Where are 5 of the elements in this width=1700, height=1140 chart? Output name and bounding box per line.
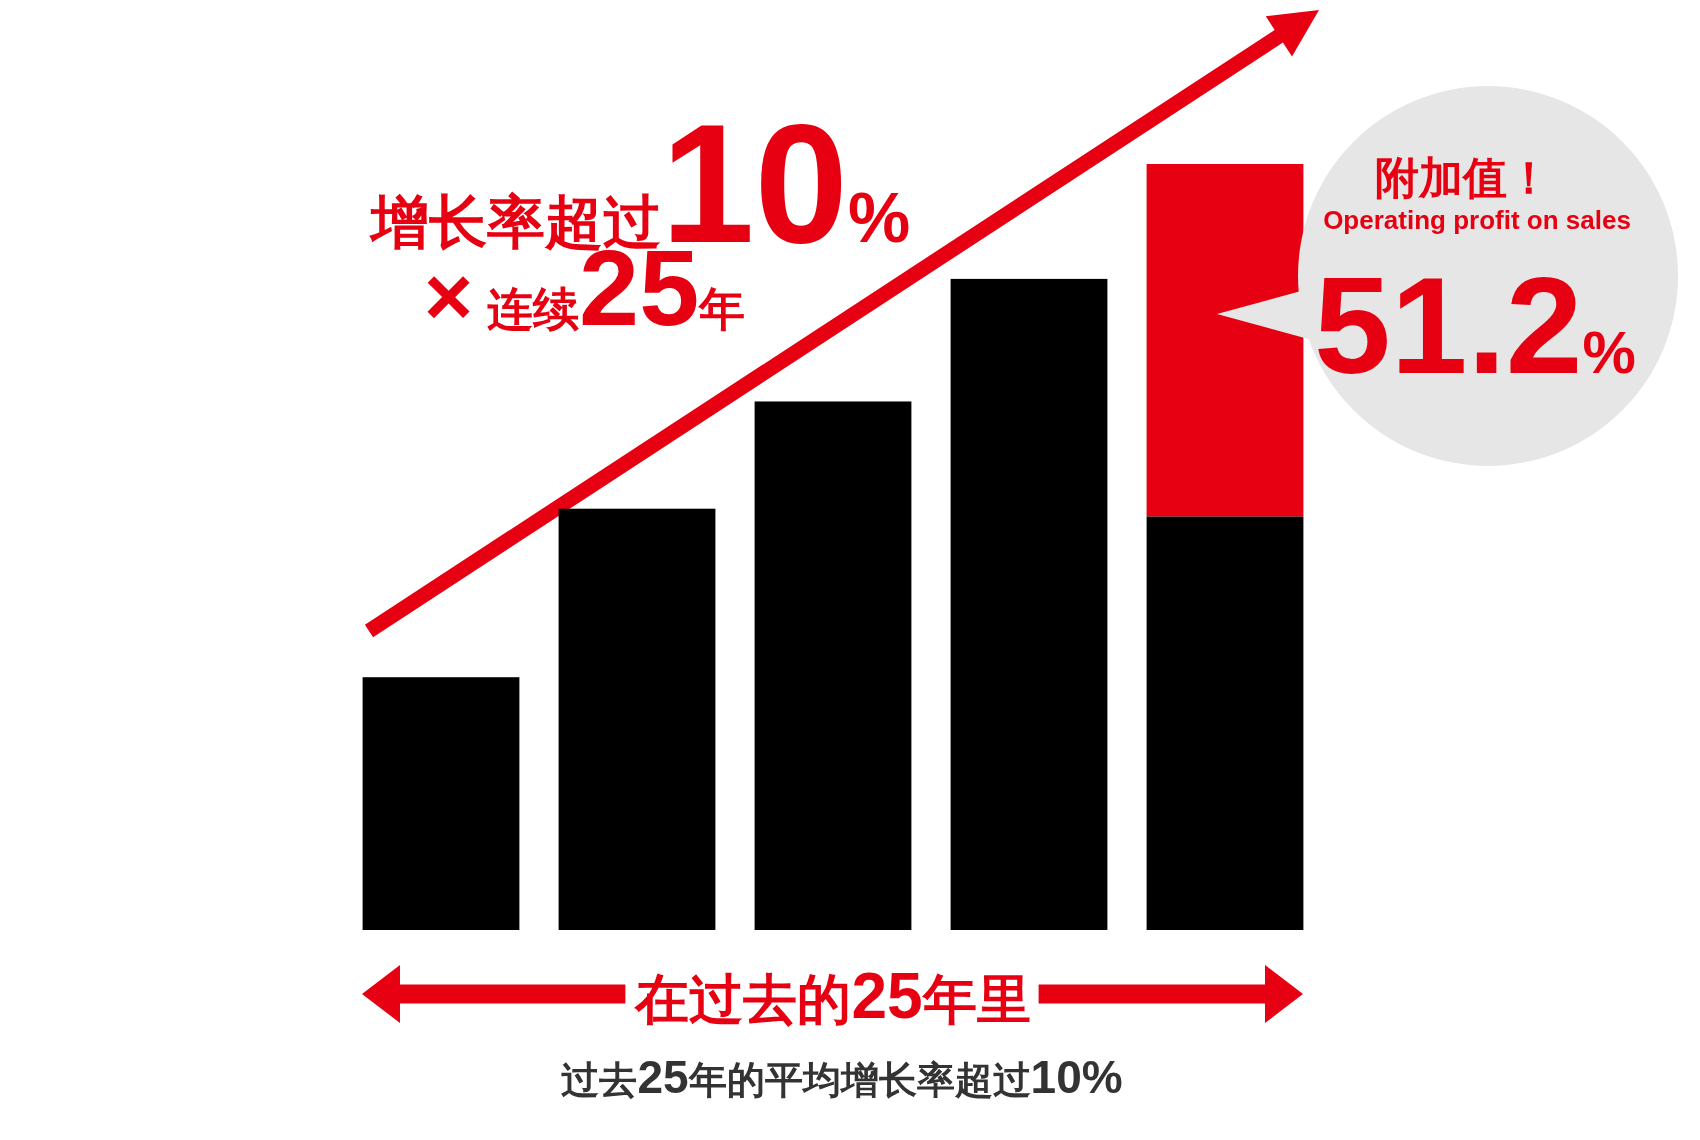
annotation: Operating profit on sales — [1323, 205, 1631, 235]
annotation: 过去25年的平均增长率超过10% — [561, 1051, 1123, 1103]
xlabel: 在过去的25年里 — [635, 960, 1031, 1032]
annotation: 51.2% — [1314, 248, 1636, 402]
annotation: 附加值！ — [1375, 153, 1551, 202]
